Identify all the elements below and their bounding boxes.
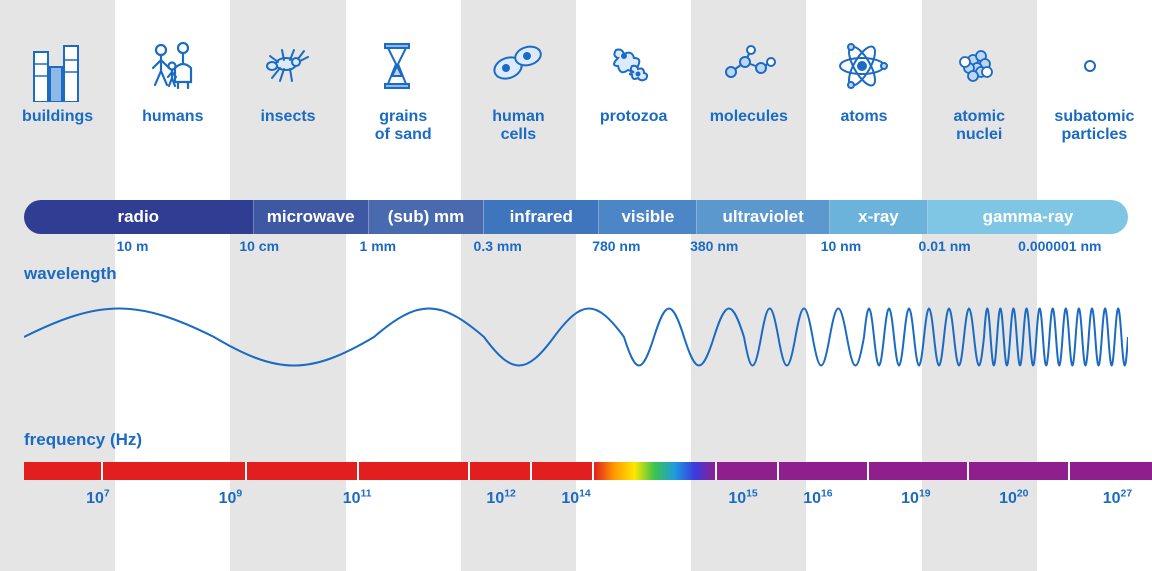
spectrum-band: visible — [599, 200, 697, 234]
buildings-icon — [0, 24, 115, 102]
wavelength-tick: 0.000001 nm — [1018, 238, 1101, 254]
frequency-tick: 1020 — [999, 490, 1028, 508]
frequency-axis-label: frequency (Hz) — [24, 430, 142, 450]
scale-item: grainsof sand — [346, 24, 461, 145]
scale-item: atoms — [806, 24, 921, 145]
wavelength-tick: 0.3 mm — [474, 238, 522, 254]
spectrum-band: microwave — [254, 200, 369, 234]
wavelength-tick: 10 cm — [239, 238, 279, 254]
spectrum-band-bar: radiomicrowave(sub) mminfraredvisibleult… — [24, 200, 1128, 234]
spectrum-band: (sub) mm — [369, 200, 484, 234]
frequency-segment — [869, 462, 968, 480]
scale-item: atomicnuclei — [922, 24, 1037, 145]
molecule-icon — [691, 24, 806, 102]
frequency-tick: 1012 — [486, 490, 515, 508]
frequency-ticks: 107 109 1011 1012 1014 1015 1016 1019 1020 1027 — [0, 490, 1152, 512]
frequency-tick: 109 — [219, 490, 243, 508]
frequency-tick: 1014 — [561, 490, 590, 508]
wavelength-axis-label: wavelength — [24, 264, 117, 284]
frequency-tick: 1027 — [1103, 490, 1132, 508]
spectrum-band: gamma-ray — [928, 200, 1128, 234]
insect-icon — [230, 24, 345, 102]
frequency-segment — [24, 462, 101, 480]
frequency-segment — [717, 462, 777, 480]
frequency-segment — [359, 462, 469, 480]
scale-row: buildingshumansinsectsgrainsof sandhuman… — [0, 24, 1152, 145]
hourglass-icon — [346, 24, 461, 102]
wavelength-tick: 780 nm — [592, 238, 640, 254]
scale-label: humans — [115, 108, 230, 126]
scale-item: humancells — [461, 24, 576, 145]
scale-item: insects — [230, 24, 345, 145]
scale-item: molecules — [691, 24, 806, 145]
protozoa-icon — [576, 24, 691, 102]
scale-label: buildings — [0, 108, 115, 126]
frequency-tick: 1015 — [728, 490, 757, 508]
spectrum-band: ultraviolet — [697, 200, 829, 234]
frequency-segment — [470, 462, 530, 480]
scale-label: subatomicparticles — [1037, 108, 1152, 145]
scale-label: humancells — [461, 108, 576, 145]
scale-label: protozoa — [576, 108, 691, 126]
cells-icon — [461, 24, 576, 102]
visible-light-segment — [594, 462, 714, 480]
frequency-tick: 1011 — [343, 490, 372, 508]
frequency-segment — [103, 462, 245, 480]
spectrum-band: radio — [24, 200, 254, 234]
frequency-tick: 1019 — [901, 490, 930, 508]
spectrum-band: x-ray — [830, 200, 928, 234]
frequency-segment — [247, 462, 357, 480]
scale-label: atoms — [806, 108, 921, 126]
frequency-segment — [532, 462, 592, 480]
frequency-segment — [1070, 462, 1152, 480]
spectrum-diagram: buildingshumansinsectsgrainsof sandhuman… — [0, 0, 1152, 571]
frequency-tick: 107 — [86, 490, 110, 508]
scale-label: molecules — [691, 108, 806, 126]
wavelength-tick: 1 mm — [360, 238, 397, 254]
wavelength-tick: 10 m — [117, 238, 149, 254]
frequency-tick: 1016 — [803, 490, 832, 508]
spectrum-band: infrared — [484, 200, 599, 234]
wavelength-tick: 10 nm — [821, 238, 861, 254]
scale-item: humans — [115, 24, 230, 145]
wave-graphic — [24, 292, 1128, 382]
atom-icon — [806, 24, 921, 102]
wavelength-tick: 0.01 nm — [919, 238, 971, 254]
frequency-bar — [24, 462, 1152, 480]
frequency-segment — [969, 462, 1068, 480]
scale-item: subatomicparticles — [1037, 24, 1152, 145]
frequency-segment — [779, 462, 867, 480]
scale-label: grainsof sand — [346, 108, 461, 145]
scale-item: protozoa — [576, 24, 691, 145]
scale-label: atomicnuclei — [922, 108, 1037, 145]
particle-icon — [1037, 24, 1152, 102]
wavelength-ticks: 10 m 10 cm 1 mm 0.3 mm 780 nm 380 nm 10 nm 0.01… — [0, 238, 1152, 258]
nucleus-icon — [922, 24, 1037, 102]
humans-icon — [115, 24, 230, 102]
scale-label: insects — [230, 108, 345, 126]
wavelength-tick: 380 nm — [690, 238, 738, 254]
scale-item: buildings — [0, 24, 115, 145]
